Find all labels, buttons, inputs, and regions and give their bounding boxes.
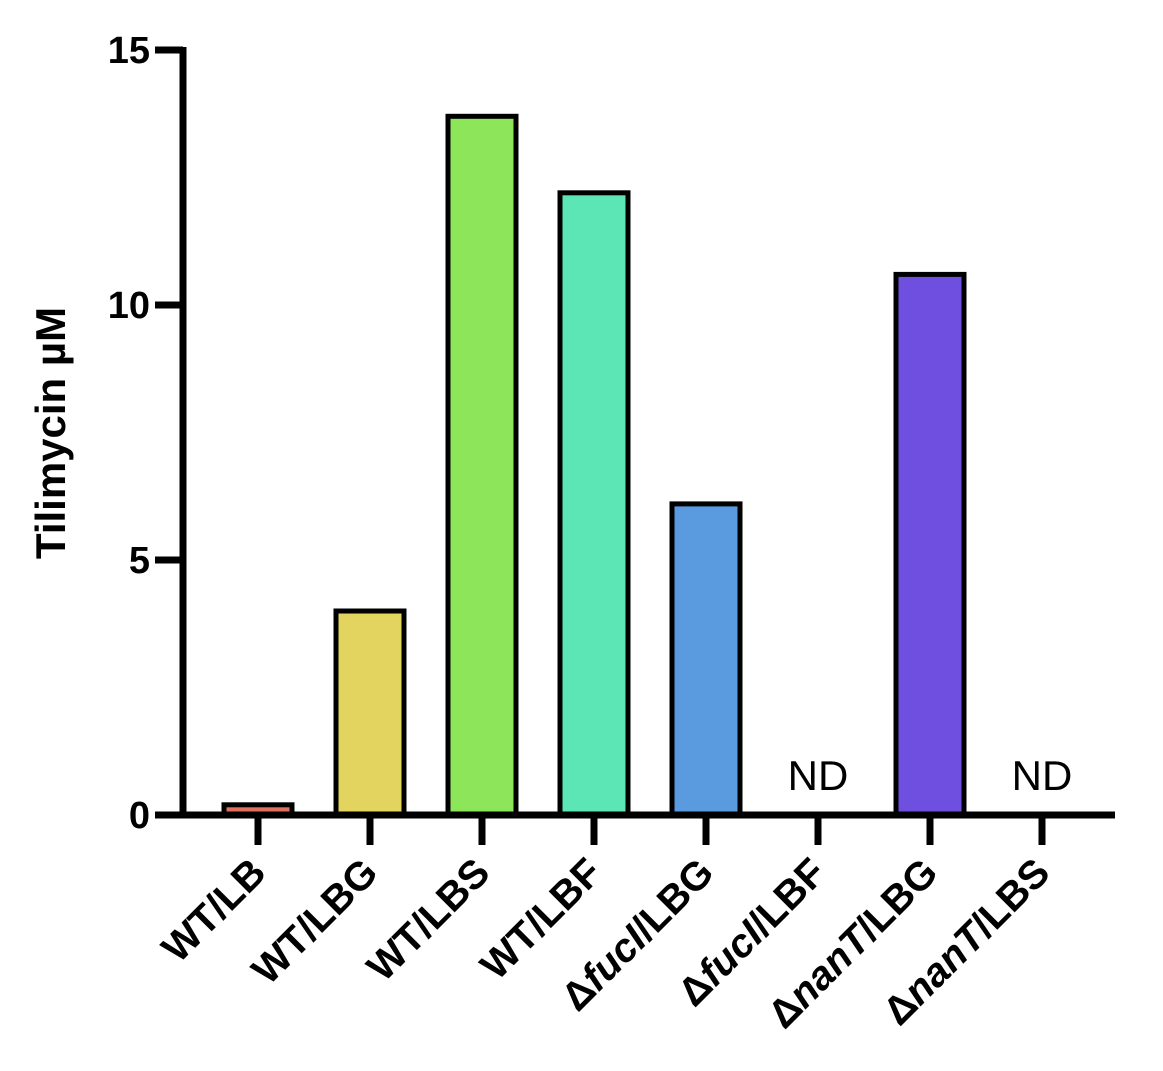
- bar-annotation: ND: [1012, 752, 1073, 799]
- y-tick-label: 0: [129, 795, 150, 837]
- bar-annotation: ND: [788, 752, 849, 799]
- y-axis-ticks: 0 5 10 15: [108, 30, 183, 837]
- bar: [669, 501, 743, 818]
- x-axis-labels: WT/LBWT/LBGWT/LBSWT/LBFΔfucI/LBGΔfucI/LB…: [154, 850, 1059, 1037]
- y-tick-label: 15: [108, 30, 150, 72]
- bar: [333, 608, 407, 818]
- bar: [893, 271, 967, 818]
- x-axis-ticks: [254, 815, 1046, 845]
- y-tick-label: 5: [129, 540, 150, 582]
- y-tick-label: 10: [108, 285, 150, 327]
- bars: ND ND: [221, 113, 1073, 818]
- x-tick-label: WT/LBS: [359, 850, 499, 990]
- bar: [445, 113, 519, 818]
- y-axis-label: Tilimycin µM: [27, 307, 74, 559]
- bar: [557, 190, 631, 818]
- condition-name: WT/LBG: [244, 850, 387, 993]
- condition-name: WT/LBS: [359, 850, 499, 990]
- x-tick-label: WT/LBG: [244, 850, 387, 993]
